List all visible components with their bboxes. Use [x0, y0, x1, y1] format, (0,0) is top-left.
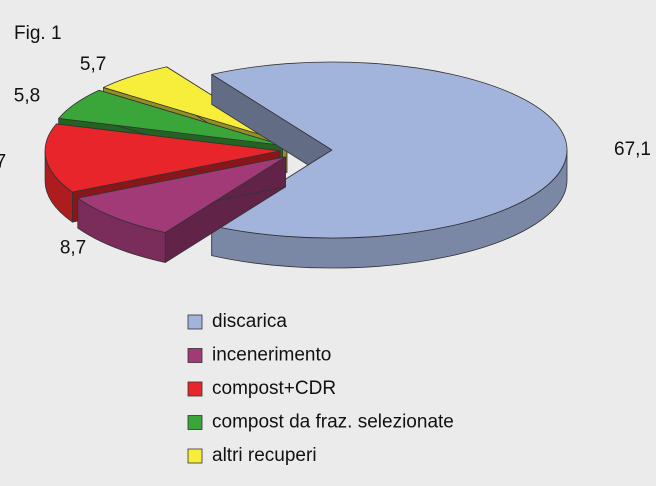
slice-top	[77, 156, 286, 233]
legend-label: altri recuperi	[212, 445, 317, 466]
slice	[77, 156, 286, 263]
data-label: 5,7	[80, 54, 106, 75]
data-label: 67,1	[614, 139, 651, 160]
slice	[211, 61, 568, 269]
legend-label: compost+CDR	[212, 378, 336, 399]
data-label: 8,7	[60, 238, 86, 259]
legend-swatch	[187, 415, 203, 430]
legend-label: compost da fraz. selezionate	[212, 412, 454, 433]
legend-label: discarica	[212, 311, 287, 332]
data-label: 5,8	[14, 86, 40, 107]
slice-top	[103, 66, 288, 143]
data-label: 12,7	[0, 152, 6, 173]
slice-top	[44, 123, 281, 193]
chart-title: Fig. 1	[14, 23, 62, 44]
legend-label: incenerimento	[212, 345, 331, 366]
legend-swatch	[187, 448, 203, 464]
slice-top	[211, 61, 568, 239]
legend-swatch	[187, 348, 203, 363]
legend-swatch	[187, 314, 203, 330]
legend-swatch	[187, 381, 203, 397]
slice-top	[58, 89, 283, 146]
